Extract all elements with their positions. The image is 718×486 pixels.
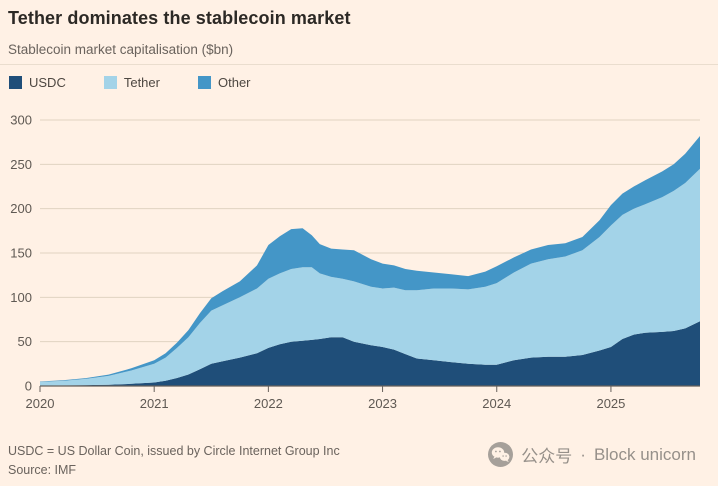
x-tick-label: 2024 <box>482 396 511 411</box>
legend: USDC Tether Other <box>9 75 251 90</box>
y-tick-label: 50 <box>18 334 32 349</box>
x-tick-label: 2021 <box>140 396 169 411</box>
chart-subtitle: Stablecoin market capitalisation ($bn) <box>8 42 234 57</box>
legend-label: Other <box>217 75 251 90</box>
watermark-separator: · <box>580 444 586 464</box>
watermark-account-label: 公众号 <box>521 447 573 466</box>
footnote: USDC = US Dollar Coin, issued by Circle … <box>8 444 340 458</box>
legend-item-usdc: USDC <box>9 75 66 90</box>
area-series-tether <box>40 168 700 386</box>
watermark: 公众号 · Block unicorn <box>487 441 696 468</box>
legend-swatch <box>197 76 211 89</box>
area-series-usdc <box>40 321 700 386</box>
wechat-icon <box>488 442 514 467</box>
watermark-name: Block unicorn <box>593 444 696 464</box>
legend-label: USDC <box>29 75 66 90</box>
y-tick-label: 250 <box>10 157 32 172</box>
x-tick-label: 2020 <box>26 396 55 411</box>
area-series-other <box>40 136 700 382</box>
y-tick-label: 300 <box>10 113 32 128</box>
y-tick-label: 100 <box>10 290 32 305</box>
x-tick-label: 2023 <box>368 396 397 411</box>
chart-title: Tether dominates the stablecoin market <box>8 8 351 28</box>
legend-swatch <box>103 76 117 89</box>
y-tick-label: 200 <box>10 201 32 216</box>
header-divider <box>0 64 718 65</box>
x-tick-label: 2025 <box>596 396 625 411</box>
y-tick-label: 150 <box>10 246 32 261</box>
source-label: Source: IMF <box>8 463 77 477</box>
legend-item-tether: Tether <box>103 75 160 90</box>
legend-swatch <box>9 76 22 89</box>
x-tick-label: 2022 <box>254 396 283 411</box>
legend-item-other: Other <box>197 75 251 90</box>
y-tick-label: 0 <box>25 379 32 394</box>
legend-label: Tether <box>123 75 160 90</box>
